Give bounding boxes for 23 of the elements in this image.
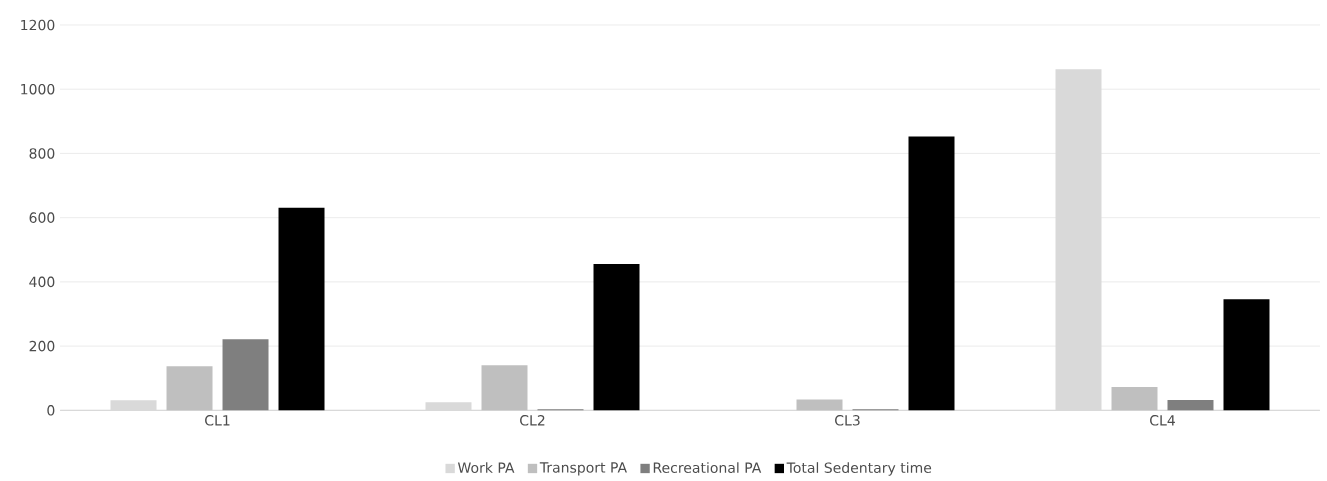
x-tick-label: CL1 [205,415,230,426]
bar [1223,299,1270,411]
bar [593,263,640,411]
bar [110,400,157,411]
y-tick-label: 800 [29,148,55,159]
x-tick-label: CL2 [520,415,545,426]
legend-label: Transport PA [539,462,627,476]
y-tick-label: 1200 [21,19,55,31]
legend-label: Total Sedentary time [786,462,932,476]
bar [908,136,955,411]
legend-label: Work PA [457,462,515,473]
legend-label: Recreational PA [653,462,762,473]
bar [222,339,269,411]
x-tick-label: CL4 [1150,415,1175,426]
bar [278,207,325,411]
y-tick-label: 600 [29,212,55,223]
bar [1167,400,1214,411]
x-tick-label: CL3 [835,415,860,426]
y-tick-label: 0 [47,405,55,416]
bar [425,402,472,411]
y-tick-label: 200 [29,340,55,352]
y-tick-label: 400 [29,276,55,288]
y-tick-label: 1000 [21,83,55,95]
